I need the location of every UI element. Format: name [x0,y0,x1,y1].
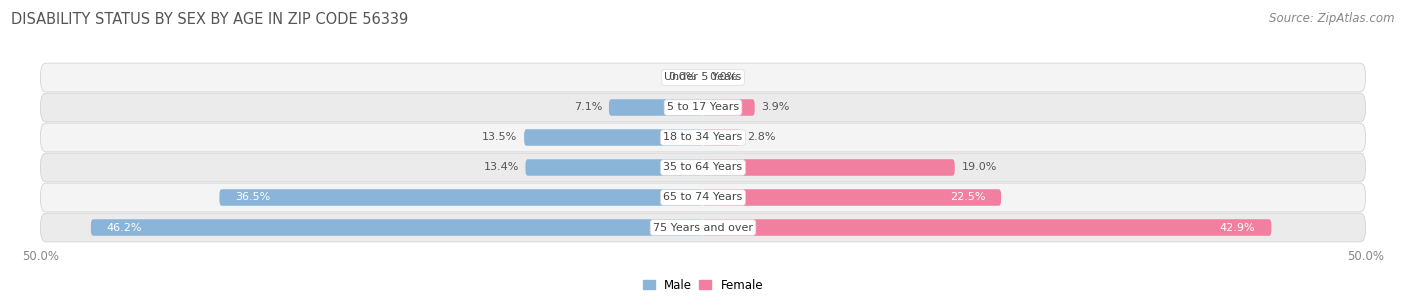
FancyBboxPatch shape [703,129,740,146]
Text: DISABILITY STATUS BY SEX BY AGE IN ZIP CODE 56339: DISABILITY STATUS BY SEX BY AGE IN ZIP C… [11,12,409,27]
Text: Source: ZipAtlas.com: Source: ZipAtlas.com [1270,12,1395,25]
Text: 18 to 34 Years: 18 to 34 Years [664,132,742,142]
Text: 75 Years and over: 75 Years and over [652,223,754,232]
FancyBboxPatch shape [524,129,703,146]
Text: 13.5%: 13.5% [482,132,517,142]
Text: 13.4%: 13.4% [484,163,519,173]
Text: 0.0%: 0.0% [710,73,738,82]
Text: Under 5 Years: Under 5 Years [665,73,741,82]
FancyBboxPatch shape [703,159,955,176]
FancyBboxPatch shape [41,183,1365,212]
FancyBboxPatch shape [703,189,1001,206]
FancyBboxPatch shape [703,219,1271,236]
FancyBboxPatch shape [41,153,1365,182]
Text: 5 to 17 Years: 5 to 17 Years [666,102,740,113]
Text: 7.1%: 7.1% [574,102,602,113]
Text: 19.0%: 19.0% [962,163,997,173]
Text: 36.5%: 36.5% [235,192,270,203]
FancyBboxPatch shape [41,93,1365,122]
Text: 42.9%: 42.9% [1220,223,1256,232]
Text: 0.0%: 0.0% [668,73,696,82]
FancyBboxPatch shape [703,99,755,116]
FancyBboxPatch shape [526,159,703,176]
Text: 35 to 64 Years: 35 to 64 Years [664,163,742,173]
FancyBboxPatch shape [609,99,703,116]
FancyBboxPatch shape [41,213,1365,242]
Text: 46.2%: 46.2% [107,223,142,232]
FancyBboxPatch shape [41,123,1365,152]
Text: 65 to 74 Years: 65 to 74 Years [664,192,742,203]
FancyBboxPatch shape [41,63,1365,92]
Text: 3.9%: 3.9% [761,102,790,113]
FancyBboxPatch shape [219,189,703,206]
FancyBboxPatch shape [91,219,703,236]
Text: 2.8%: 2.8% [747,132,775,142]
Text: 22.5%: 22.5% [949,192,986,203]
Legend: Male, Female: Male, Female [638,274,768,297]
